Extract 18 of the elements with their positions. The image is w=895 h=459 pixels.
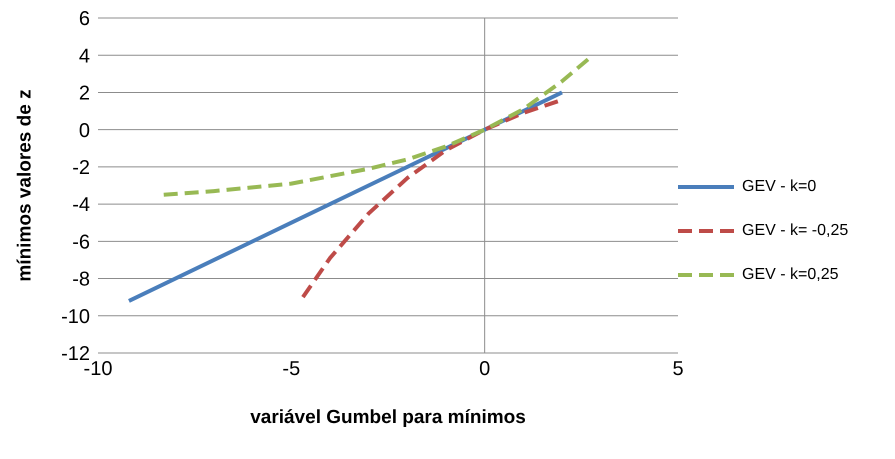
y-tick-label: -2 <box>72 156 90 179</box>
y-tick-label: -12 <box>61 343 90 366</box>
y-axis-title: mínimos valores de z <box>14 89 36 282</box>
legend-label: GEV - k= -0,25 <box>742 222 848 240</box>
x-tick-label: 0 <box>479 358 490 380</box>
legend-label: GEV - k=0 <box>742 178 816 196</box>
y-tick-label: 4 <box>78 45 90 68</box>
y-tick-label: -6 <box>72 231 90 254</box>
y-tick-label: 0 <box>78 120 90 142</box>
y-tick-label: 6 <box>78 8 90 30</box>
y-tick-label: -8 <box>72 268 90 291</box>
x-tick-label: -5 <box>282 358 300 380</box>
y-tick-label: 2 <box>78 82 90 105</box>
y-tick-label: -4 <box>72 194 90 216</box>
x-tick-label: 5 <box>672 358 684 380</box>
x-axis-title: variável Gumbel para mínimos <box>250 407 526 428</box>
y-tick-label: -10 <box>61 306 90 328</box>
legend-label: GEV - k=0,25 <box>742 266 838 284</box>
